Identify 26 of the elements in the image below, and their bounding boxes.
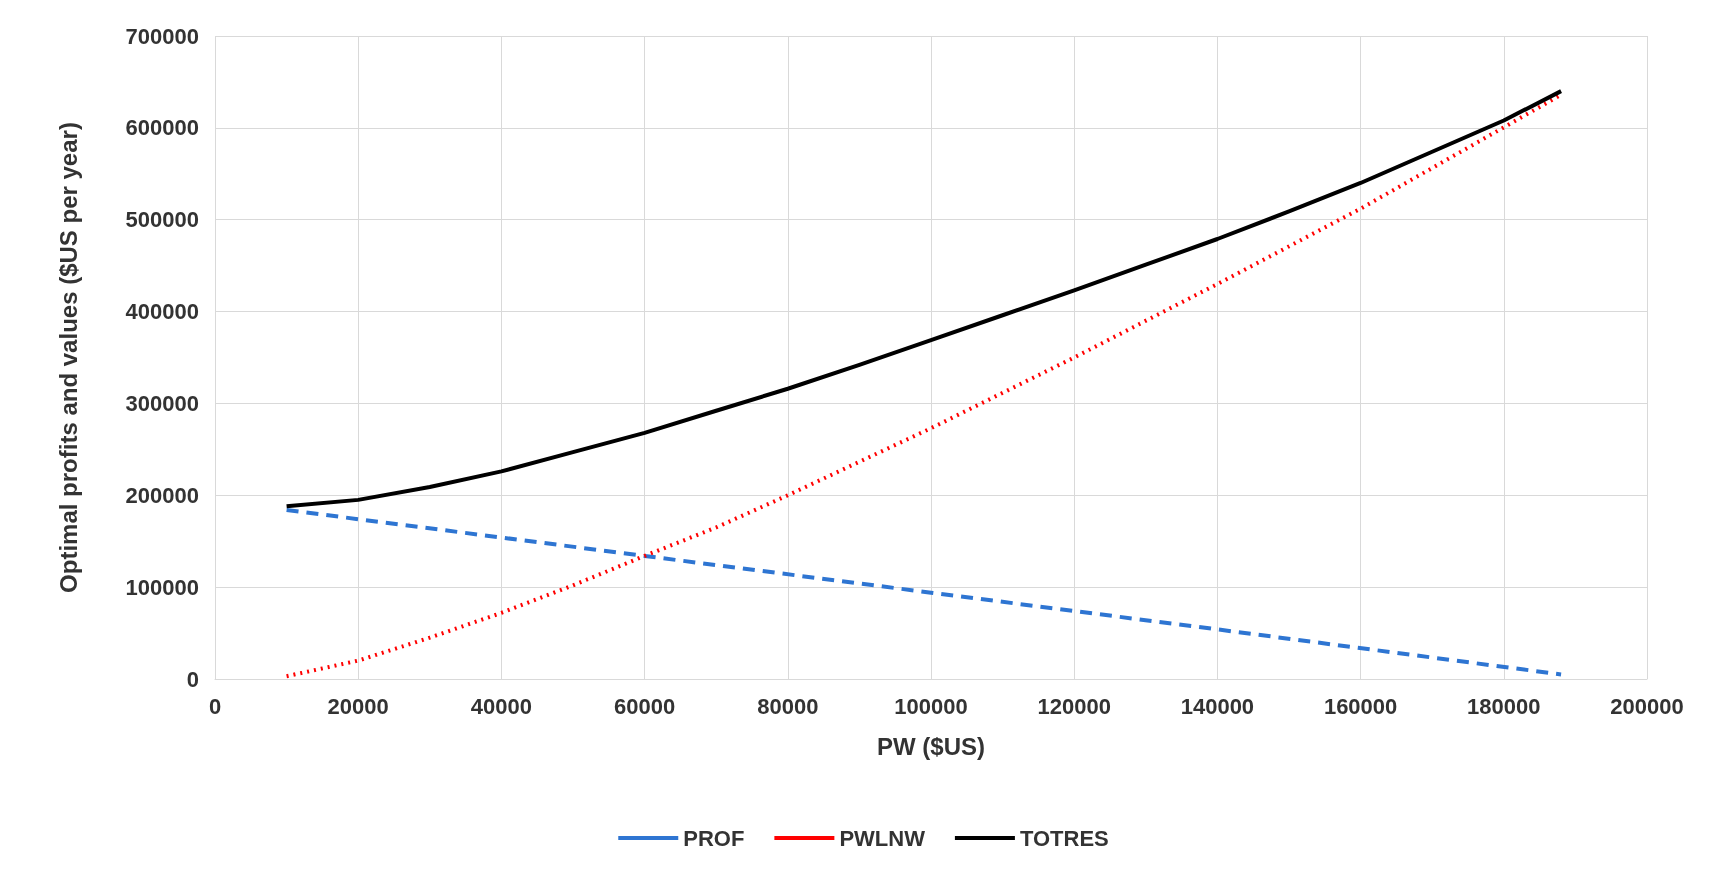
- x-axis-title: PW ($US): [877, 732, 985, 760]
- x-tick-label: 180000: [1467, 693, 1541, 719]
- y-tick-label: 100000: [125, 574, 199, 600]
- line-series: [284, 507, 1564, 677]
- y-tick-label: 600000: [125, 115, 199, 141]
- x-tick-label: 60000: [614, 693, 676, 719]
- x-tick-label: 0: [208, 693, 222, 719]
- x-tick-label: 120000: [1037, 693, 1111, 719]
- legend-label: PROF: [683, 825, 745, 851]
- legend-label: PWLNW: [839, 825, 926, 851]
- x-tick-label: 40000: [470, 693, 532, 719]
- y-tick-label: 400000: [125, 299, 199, 325]
- x-tick-label: 80000: [757, 693, 819, 719]
- line-series: [284, 89, 1564, 509]
- x-tick-label: 140000: [1180, 693, 1255, 719]
- x-tick-label: 100000: [894, 693, 968, 719]
- x-tick-label: 160000: [1323, 693, 1398, 719]
- legend-label: TOTRES: [1019, 825, 1109, 851]
- x-tick-label: 20000: [327, 693, 389, 719]
- y-tick-label: 0: [186, 666, 199, 692]
- y-tick-label: 500000: [125, 207, 199, 233]
- y-tick-label: 700000: [125, 23, 199, 49]
- y-tick-label: 200000: [125, 482, 199, 508]
- y-axis-title: Optimal profits and values ($US per year): [54, 122, 82, 593]
- x-tick-label: 200000: [1610, 693, 1684, 719]
- y-tick-label: 300000: [125, 390, 199, 416]
